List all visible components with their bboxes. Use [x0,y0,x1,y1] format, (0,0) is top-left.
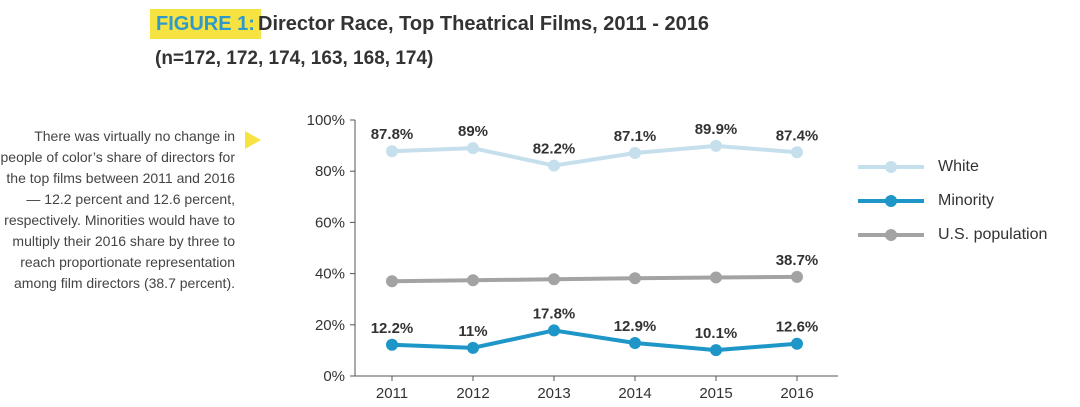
series-line-0 [390,143,799,168]
pointer-arrow-icon [245,131,261,149]
series-line-1 [390,328,799,353]
x-tick-label: 2016 [780,385,813,402]
data-label: 11% [458,323,487,340]
data-point [548,273,560,286]
data-point [710,271,722,284]
data-label: 87.1% [614,128,657,145]
legend-swatch [858,184,924,218]
data-point [548,324,560,337]
legend-marker [885,161,897,173]
x-tick-label: 2012 [456,385,489,402]
x-tick-label: 2014 [618,385,651,402]
data-label: 87.4% [776,127,819,144]
figure-label: FIGURE 1: [150,9,261,39]
data-label: 12.9% [614,318,657,335]
data-point [791,146,803,159]
series-line-2 [390,274,799,284]
chart-legend: White Minority U.S. population [858,150,1047,252]
data-point [629,272,641,285]
legend-item: White [858,150,1047,184]
data-label: 12.6% [776,319,819,336]
legend-swatch [858,150,924,184]
legend-marker [885,195,897,207]
data-point [386,275,398,288]
data-point [791,337,803,350]
data-point [467,341,479,354]
y-tick-label: 100% [307,112,345,129]
y-tick-label: 80% [315,163,345,180]
legend-item: U.S. population [858,218,1047,252]
data-point [467,142,479,155]
legend-swatch [858,218,924,252]
x-tick-label: 2015 [699,385,732,402]
data-point [386,145,398,158]
data-label: 82.2% [533,141,576,158]
data-label: 10.1% [695,325,738,342]
data-point [467,274,479,287]
data-label: 38.7% [776,252,819,269]
data-point [386,338,398,351]
y-tick-label: 20% [315,317,345,334]
legend-marker [885,229,897,241]
y-tick-label: 40% [315,266,345,283]
data-point [629,336,641,349]
side-note: There was virtually no change in people … [0,128,236,291]
data-label: 89% [458,123,488,140]
data-point [710,139,722,152]
legend-label: White [938,158,979,175]
legend-label: Minority [938,192,995,209]
data-label: 89.9% [695,121,738,138]
data-label: 12.2% [371,320,414,337]
data-point [710,344,722,357]
data-label: 87.8% [371,126,414,143]
x-tick-label: 2013 [537,385,570,402]
y-tick-label: 60% [315,214,345,231]
chart-subtitle: (n=172, 172, 174, 163, 168, 174) [155,48,434,69]
legend-item: Minority [858,184,1047,218]
data-point [629,147,641,160]
data-label: 17.8% [533,305,576,322]
data-point [548,159,560,172]
chart-title: Director Race, Top Theatrical Films, 201… [258,13,709,35]
x-tick-label: 2011 [376,385,408,402]
legend-label: U.S. population [938,226,1048,243]
y-tick-label: 0% [323,368,345,385]
data-point [791,270,803,283]
